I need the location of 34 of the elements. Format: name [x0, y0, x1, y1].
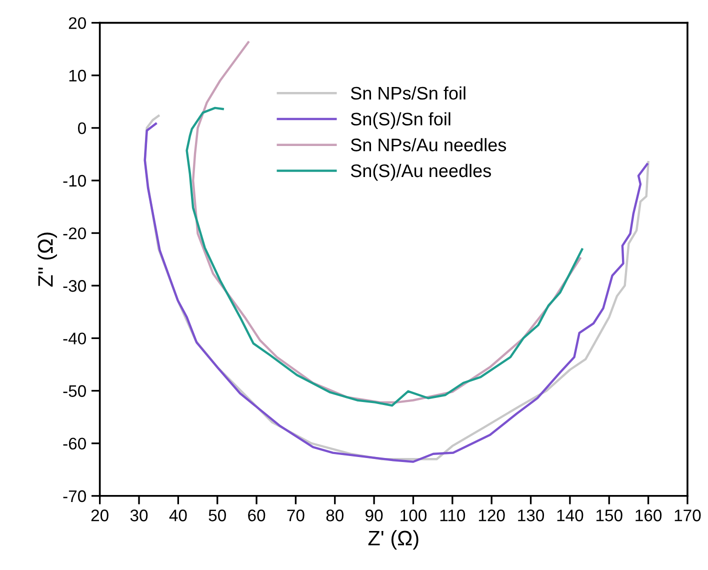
legend-label: Sn NPs/Au needles	[350, 138, 506, 152]
y-tick-label: -20	[63, 227, 86, 240]
x-tick-label: 50	[208, 510, 226, 522]
x-tick-label: 150	[596, 510, 622, 522]
line-series	[186, 106, 584, 407]
legend-label: Sn(S)/Au needles	[350, 164, 491, 181]
y-tick-label: -10	[63, 174, 86, 187]
x-tick-label: 100	[400, 510, 426, 522]
legend-label: Sn NPs/Sn foil	[350, 86, 466, 100]
y-tick-label: 10	[69, 70, 86, 82]
x-tick-label: 120	[478, 510, 505, 522]
line-series	[192, 41, 582, 404]
y-tick-label: -70	[63, 490, 86, 502]
x-tick-label: 130	[518, 510, 544, 522]
y-tick-label: 0	[78, 122, 86, 134]
legend-label: Sn(S)/Sn foil	[350, 112, 450, 130]
x-tick-label: 60	[248, 510, 266, 522]
y-tick-label: -40	[63, 332, 86, 344]
x-tick-label: 80	[326, 510, 344, 522]
y-axis-title: Z'' (Ω)	[38, 232, 57, 287]
y-tick-label: -30	[63, 280, 86, 292]
x-tick-label: 110	[440, 510, 466, 522]
x-tick-label: 140	[557, 510, 584, 522]
x-tick-label: 70	[287, 510, 304, 522]
x-tick-label: 40	[169, 510, 187, 522]
x-tick-label: 20	[91, 510, 108, 522]
x-axis-title: Z' (Ω)	[368, 530, 418, 550]
x-tick-label: 160	[636, 510, 662, 522]
y-tick-label: -60	[63, 438, 86, 450]
x-tick-label: 30	[130, 510, 148, 522]
x-tick-label: 170	[674, 510, 701, 522]
x-tick-label: 90	[366, 510, 383, 522]
y-tick-label: -50	[63, 385, 86, 397]
y-tick-label: 20	[68, 17, 86, 30]
